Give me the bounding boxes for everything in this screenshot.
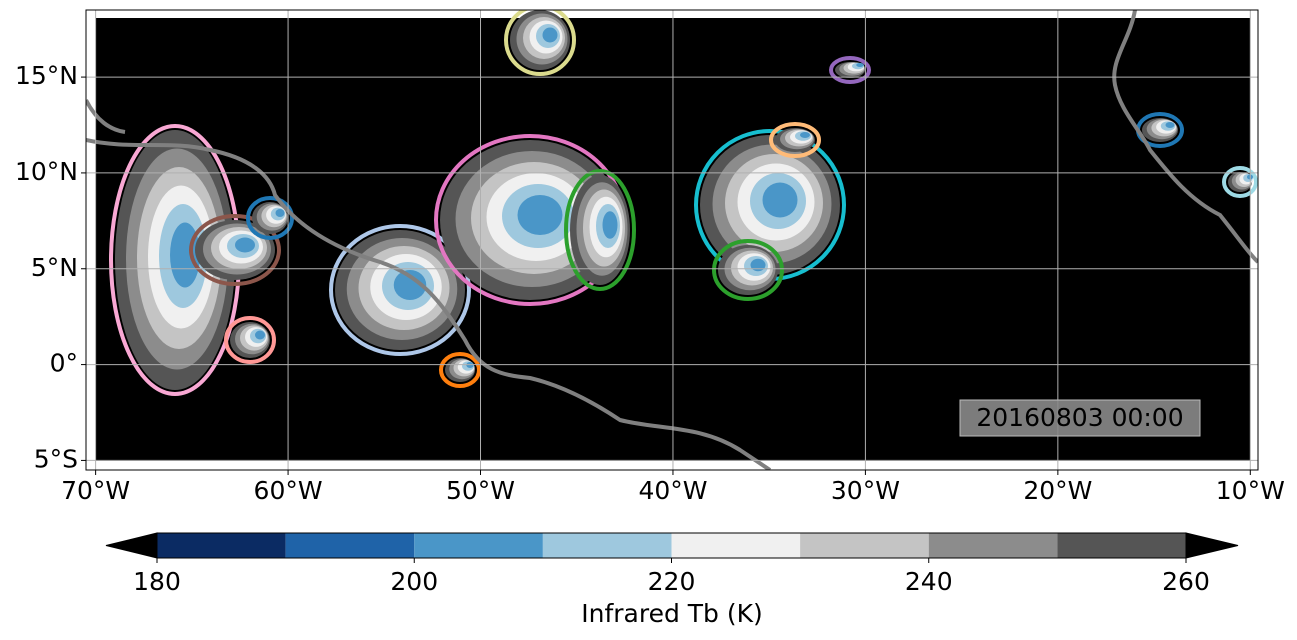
gridlines: [81, 10, 1258, 475]
cloud-outline: [246, 196, 294, 240]
cloud-layer: [800, 132, 810, 138]
cloud-layer: [393, 270, 427, 300]
cloud-layer: [856, 63, 864, 67]
y-tick-label: 5°N: [31, 253, 78, 282]
cloud-layer: [542, 27, 558, 43]
cloud-outline: [329, 224, 471, 356]
timestamp-box: [959, 399, 1201, 437]
cloud-layer: [235, 237, 255, 253]
cloud-outline: [829, 56, 871, 84]
y-tick-label: 5°S: [34, 444, 78, 473]
cloud-layer: [255, 330, 265, 340]
cloud-layer: [602, 211, 618, 239]
cloud-outline: [504, 10, 576, 76]
y-tick-label: 0°: [50, 349, 78, 378]
colorbar-tick-label: 200: [390, 567, 438, 596]
cloud-outline: [712, 239, 784, 301]
colorbar-extension-under: [105, 532, 158, 559]
colorbar: 180 200 220 240 260: [105, 532, 1239, 596]
colorbar-segment: [1057, 533, 1186, 558]
cloud-outline: [769, 122, 821, 158]
colorbar-tick-label: 220: [648, 567, 696, 596]
coastline: [86, 138, 772, 470]
colorbar-tick-label: 180: [133, 567, 181, 596]
y-tick-label: 10°N: [15, 157, 78, 186]
x-tick-label: 20°W: [1023, 476, 1092, 505]
colorbar-segment: [414, 533, 543, 558]
cloud-layer: [762, 182, 798, 218]
colorbar-segment: [157, 533, 286, 558]
x-tick-label: 50°W: [446, 476, 515, 505]
coastline: [86, 99, 126, 134]
colorbar-label: Infrared Tb (K): [581, 599, 763, 628]
cloud-layer: [1165, 122, 1175, 128]
colorbar-segment: [542, 533, 672, 558]
cloud-outline: [224, 316, 276, 364]
colorbar-segment: [800, 533, 929, 558]
coastline: [1112, 10, 1258, 264]
colorbar-extension-over: [1185, 532, 1239, 559]
colorbar-segment: [928, 533, 1058, 558]
map-frame: [85, 9, 1259, 471]
cloud-outline: [189, 214, 281, 286]
colorbar-tick-label: 260: [1162, 567, 1210, 596]
colorbar-segment: [671, 533, 801, 558]
x-tick-label: 10°W: [1216, 476, 1285, 505]
cloud-outline: [1222, 166, 1258, 198]
cloud-layer: [275, 209, 285, 217]
cloud-layer: [750, 258, 766, 272]
cloud-outline: [439, 352, 481, 388]
y-tick-label: 15°N: [15, 61, 78, 90]
x-tick-label: 30°W: [831, 476, 900, 505]
cloud-layer: [517, 195, 563, 235]
colorbar-segment: [285, 533, 415, 558]
x-tick-label: 40°W: [638, 476, 707, 505]
colorbar-tick-label: 240: [905, 567, 953, 596]
cloud-outline: [564, 169, 636, 291]
x-tick-label: 60°W: [254, 476, 323, 505]
timestamp: 20160803 00:00: [976, 403, 1183, 432]
x-tick-label: 70°W: [61, 476, 130, 505]
